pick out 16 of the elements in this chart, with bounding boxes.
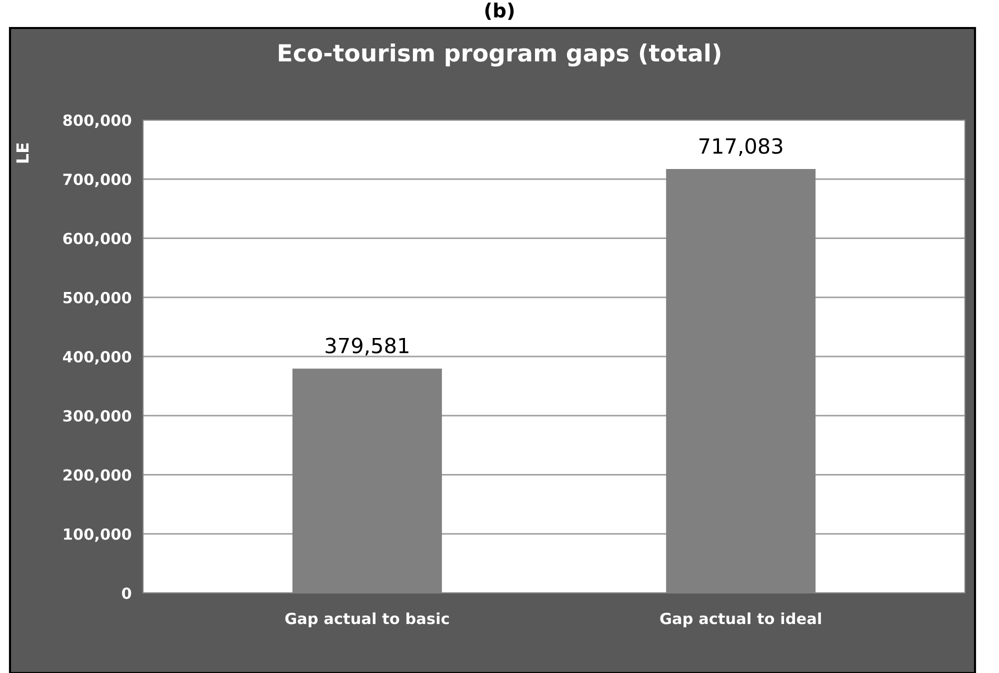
y-tick-label: 300,000	[63, 410, 132, 424]
y-tick-label: 500,000	[63, 292, 132, 306]
y-tick-label: 700,000	[63, 174, 132, 188]
x-tick-label: Gap actual to ideal	[660, 612, 821, 628]
y-tick-label: 600,000	[63, 232, 132, 246]
text: (b)	[485, 2, 514, 20]
x-tick-label: Gap actual to basic	[285, 612, 449, 628]
data-label: 379,581	[326, 338, 408, 356]
y-axis-title: LE	[16, 143, 29, 163]
y-tick-label: 100,000	[64, 528, 132, 542]
chart-title: Eco-tourism program gaps (total)	[278, 43, 720, 67]
y-tick-label: 400,000	[62, 350, 132, 364]
data-label: 717,083	[699, 138, 782, 156]
y-tick-label: 800,000	[63, 114, 132, 128]
y-tick-label: 0	[122, 587, 132, 600]
y-tick-label: 200,000	[64, 469, 132, 483]
